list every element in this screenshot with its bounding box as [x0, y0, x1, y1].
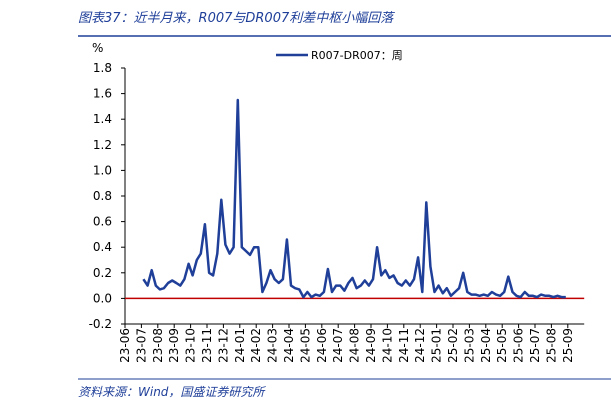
x-tick-label: 23-11	[200, 328, 214, 363]
x-tick-label: 24-02	[249, 328, 263, 363]
y-axis-label: %	[92, 41, 103, 55]
y-tick-label: 1.6	[93, 87, 112, 101]
x-tick-label: 23-09	[167, 328, 181, 363]
y-tick-label: 0.2	[93, 266, 112, 280]
x-tick-label: 24-12	[413, 328, 427, 363]
x-tick-label: 25-06	[512, 328, 526, 363]
y-tick-label: 0.6	[93, 215, 112, 229]
y-tick-label: 1.8	[93, 61, 112, 75]
x-tick-label: 24-11	[397, 328, 411, 363]
x-tick-label: 24-08	[348, 328, 362, 363]
x-tick-label: 23-07	[134, 328, 148, 363]
chart-title: 图表37：近半月来，R007与DR007利差中枢小幅回落	[78, 11, 395, 26]
source: 资料来源：Wind，国盛证券研究所	[78, 385, 266, 399]
x-tick-label: 25-08	[544, 328, 558, 363]
x-tick-label: 23-08	[151, 328, 165, 363]
x-tick-label: 23-12	[216, 328, 230, 363]
y-tick-label: 1.4	[93, 112, 112, 126]
x-tick-label: 23-10	[184, 328, 198, 363]
x-tick-label: 24-05	[298, 328, 312, 363]
y-tick-label: 0.0	[93, 291, 112, 305]
x-tick-label: 25-05	[495, 328, 509, 363]
x-tick-label: 24-10	[380, 328, 394, 363]
y-tick-label: -0.2	[89, 317, 112, 331]
y-tick-label: 1.0	[93, 163, 112, 177]
x-tick-label: 24-09	[364, 328, 378, 363]
y-tick-label: 0.8	[93, 189, 112, 203]
x-tick-label: 24-04	[282, 328, 296, 363]
x-tick-label: 23-06	[118, 328, 132, 363]
x-tick-label: 24-01	[233, 328, 247, 363]
series-line	[142, 98, 566, 299]
x-tick-label: 25-09	[561, 328, 575, 363]
legend-label: R007-DR007：周	[311, 49, 403, 62]
x-tick-label: 24-03	[266, 328, 280, 363]
x-tick-label: 24-07	[331, 328, 345, 363]
y-tick-label: 0.4	[93, 240, 112, 254]
x-tick-label: 25-01	[430, 328, 444, 363]
x-tick-label: 25-02	[446, 328, 460, 363]
x-tick-label: 25-03	[462, 328, 476, 363]
x-tick-label: 25-04	[479, 328, 493, 363]
x-tick-label: 25-07	[528, 328, 542, 363]
y-tick-label: 1.2	[93, 138, 112, 152]
x-tick-label: 24-06	[315, 328, 329, 363]
